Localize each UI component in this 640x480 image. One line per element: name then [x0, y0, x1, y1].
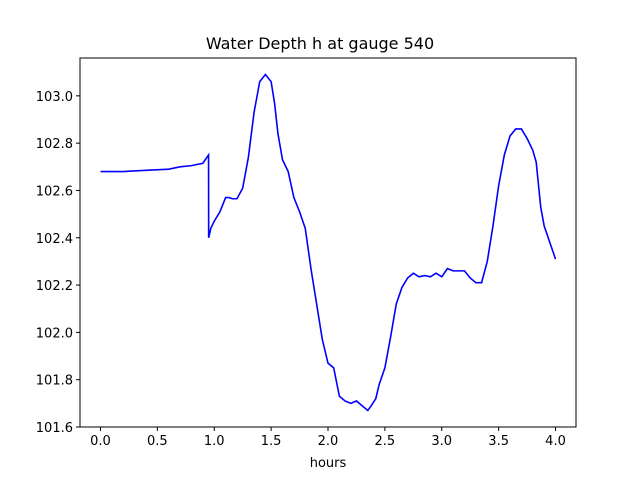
y-tick-label: 102.6	[36, 184, 73, 199]
x-tick-label: 4.0	[545, 434, 566, 449]
x-tick-label: 2.5	[375, 434, 396, 449]
y-tick-label: 102.4	[36, 232, 73, 247]
x-tick-label: 1.0	[204, 434, 225, 449]
plot-area	[79, 57, 577, 428]
x-axis-ticks: 0.0 0.5 1.0 1.5 2.0 2.5 3.0 3.5 4.0	[90, 427, 566, 449]
y-tick-label: 103.0	[36, 90, 73, 105]
x-tick-label: 0.5	[147, 434, 168, 449]
x-tick-label: 2.0	[318, 434, 339, 449]
y-tick-label: 102.2	[36, 279, 73, 294]
x-tick-label: 1.5	[261, 434, 282, 449]
y-tick-label: 102.8	[36, 137, 73, 152]
chart-title: Water Depth h at gauge 540	[206, 34, 434, 53]
y-tick-label: 101.6	[36, 421, 73, 436]
x-axis-label: hours	[310, 456, 347, 471]
x-tick-label: 0.0	[90, 434, 111, 449]
x-tick-label: 3.5	[488, 434, 509, 449]
y-axis-ticks: 101.6 101.8 102.0 102.2 102.4 102.6 102.8 103.0	[36, 90, 80, 436]
y-tick-label: 101.8	[36, 374, 73, 389]
x-tick-label: 3.0	[431, 434, 452, 449]
series-line	[100, 73, 557, 412]
y-tick-label: 102.0	[36, 326, 73, 341]
